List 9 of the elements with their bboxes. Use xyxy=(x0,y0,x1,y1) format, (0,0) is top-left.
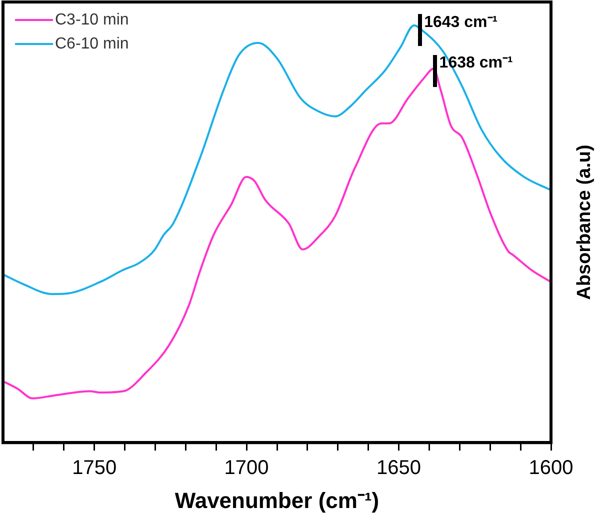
x-tick-label: 1750 xyxy=(72,457,117,480)
legend-label: C6-10 min xyxy=(55,35,129,52)
x-tick-label: 1700 xyxy=(224,457,269,480)
x-axis-title: Wavenumber (cm⁻¹) xyxy=(174,488,380,513)
x-tick-label: 1650 xyxy=(376,457,422,480)
y-axis-title: Absorbance (a.u) xyxy=(574,144,596,300)
annotation: 1643 cm⁻¹ xyxy=(424,14,498,31)
x-tick-label: 1600 xyxy=(528,457,574,480)
legend-label: C3-10 min xyxy=(55,11,129,28)
